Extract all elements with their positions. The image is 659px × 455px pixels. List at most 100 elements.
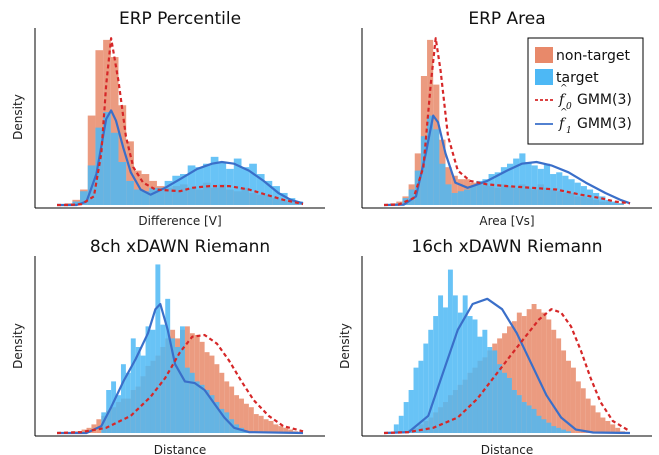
histogram-bar-nontarget — [86, 427, 92, 433]
histogram-bar-target — [543, 163, 551, 205]
histogram-bar-nontarget — [546, 319, 552, 433]
histogram-bar-nontarget — [551, 329, 557, 433]
histogram-bar-target — [531, 165, 538, 205]
histogram-bar-target — [116, 395, 121, 433]
histogram-bar-target — [439, 163, 446, 205]
histogram-bar-target — [423, 343, 429, 433]
histogram-bar-nontarget — [283, 427, 289, 433]
histogram-bar-target — [156, 187, 165, 205]
histogram-bar-nontarget — [224, 381, 230, 433]
histogram-bar-target — [462, 295, 468, 433]
histogram-bar-target — [482, 329, 488, 433]
histogram-bar-target — [420, 136, 428, 205]
histogram-bar-target — [264, 180, 273, 205]
subplot-title: ERP Area — [468, 9, 545, 29]
histogram-bar-target — [214, 402, 220, 433]
histogram-bar-target — [408, 189, 415, 205]
histogram-bar-nontarget — [258, 415, 264, 433]
histogram-bar-target — [135, 347, 141, 433]
histogram-bar-target — [546, 422, 552, 433]
legend-f1-symbol: f — [558, 116, 567, 132]
histogram-bar-target — [525, 162, 532, 205]
histogram-bar-nontarget — [526, 309, 532, 433]
histogram-bar-target — [130, 338, 136, 433]
histogram-bar-nontarget — [536, 309, 542, 433]
gmm-curve-target — [383, 297, 631, 435]
histogram-bar-nontarget — [87, 115, 96, 205]
histogram-bar-target — [218, 162, 227, 205]
histogram-bar-nontarget — [214, 364, 220, 433]
histogram-bar-target — [516, 395, 522, 433]
histogram-bar-nontarget — [253, 414, 259, 433]
histogram-bar-target — [413, 367, 419, 433]
histogram-bar-target — [568, 179, 575, 205]
histogram-bar-target — [472, 319, 478, 433]
histogram-bar-target — [551, 426, 557, 433]
histogram-bar-target — [189, 372, 195, 433]
histogram-bar-target — [164, 180, 173, 205]
histogram-bar-nontarget — [243, 403, 249, 433]
y-axis-label: Density — [338, 323, 352, 369]
gmm-curve-nontarget — [57, 37, 304, 207]
histogram-bar-target — [497, 364, 503, 433]
histogram-bar-nontarget — [268, 420, 274, 433]
histogram-bar-target — [519, 153, 526, 205]
histogram-bar-target — [470, 186, 477, 205]
histogram-bar-target — [438, 295, 444, 433]
histogram-bar-target — [165, 298, 171, 433]
histogram-bar-target — [155, 264, 161, 433]
histogram-bar-nontarget — [451, 175, 458, 205]
histogram-bar-target — [199, 384, 205, 433]
histogram-bar-nontarget — [575, 381, 581, 433]
subplot-title: ERP Percentile — [119, 9, 241, 29]
histogram-bar-nontarget — [288, 429, 294, 433]
histogram-bar-target — [118, 162, 127, 205]
histogram-bar-target — [209, 395, 215, 433]
histogram-bar-target — [180, 174, 188, 205]
plot-area — [361, 28, 652, 209]
histogram-bar-target — [170, 338, 176, 433]
histogram-bar-nontarget — [278, 426, 284, 433]
histogram-bar-nontarget — [141, 174, 150, 205]
subplot-erp-percentile: ERP Percentile Density Difference [V] — [11, 9, 325, 228]
histogram-bar-target — [611, 201, 618, 205]
histogram-bar-target — [141, 191, 150, 205]
y-axis-label: Density — [11, 94, 25, 140]
histogram-bar-target — [511, 390, 517, 433]
histogram-bar-nontarget — [209, 355, 215, 433]
histogram-bar-nontarget — [556, 338, 562, 433]
histogram-bar-nontarget — [580, 388, 586, 433]
histogram-bar-nontarget — [248, 407, 254, 433]
histogram-bar-target — [433, 129, 440, 205]
legend-swatch-nontarget — [535, 47, 553, 63]
histogram-bar-target — [500, 167, 507, 205]
legend-f0-symbol: f — [558, 92, 567, 108]
histogram-bar-target — [476, 180, 483, 205]
histogram-bar-target — [408, 390, 414, 433]
gmm-curve-target — [383, 114, 631, 207]
histogram-bar-nontarget — [239, 398, 244, 433]
histogram-bar-target — [403, 402, 409, 433]
histogram-bar-nontarget — [590, 405, 596, 433]
histogram-bar-target — [513, 158, 520, 205]
histogram-bar-target — [477, 336, 483, 433]
histogram-bar-target — [617, 203, 624, 205]
histogram-bar-target — [487, 347, 493, 433]
histogram-bar-target — [428, 329, 434, 433]
gmm-curve-nontarget — [383, 37, 631, 207]
gmm-curve-target — [57, 302, 304, 435]
histogram-bar-nontarget — [110, 57, 119, 205]
histogram-bar-target — [233, 158, 242, 205]
histogram-bar-target — [110, 132, 119, 205]
histogram-bar-target — [398, 415, 404, 433]
histogram-bar-target — [457, 191, 464, 205]
histogram-bar-nontarget — [263, 419, 269, 433]
legend-swatch-target — [535, 69, 553, 85]
histogram-bar-target — [507, 163, 514, 205]
histogram-bar-nontarget — [126, 141, 134, 205]
histogram-bar-target — [562, 175, 569, 205]
histogram-bar-target — [210, 156, 219, 205]
histogram-bar-target — [249, 163, 257, 205]
histogram-bar-target — [556, 427, 562, 433]
